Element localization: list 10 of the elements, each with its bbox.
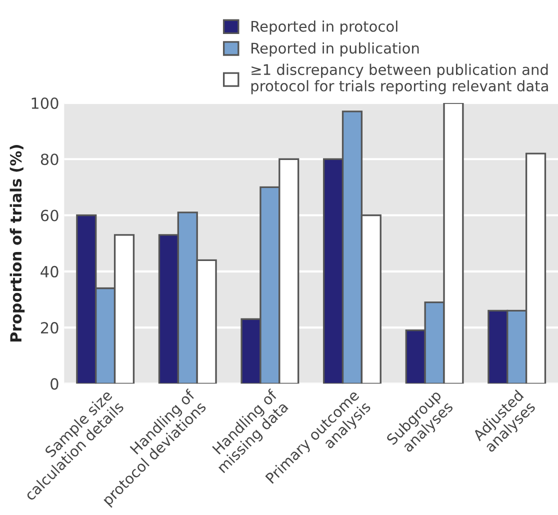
y-tick-label: 0 — [50, 378, 58, 390]
legend-label: ≥1 discrepancy between publication and protocol for trials reporting relevant data — [251, 64, 548, 94]
y-axis-title: Proportion of trials (%) — [10, 145, 25, 342]
y-tick-label: 80 — [40, 154, 58, 166]
legend-label: Reported in protocol — [251, 20, 398, 35]
y-tick-label: 100 — [32, 97, 58, 110]
y-tick-label: 40 — [40, 266, 58, 278]
y-tick-label: 60 — [40, 210, 58, 222]
y-tick-label: 20 — [40, 322, 58, 334]
legend-label: Reported in publication — [251, 42, 419, 57]
